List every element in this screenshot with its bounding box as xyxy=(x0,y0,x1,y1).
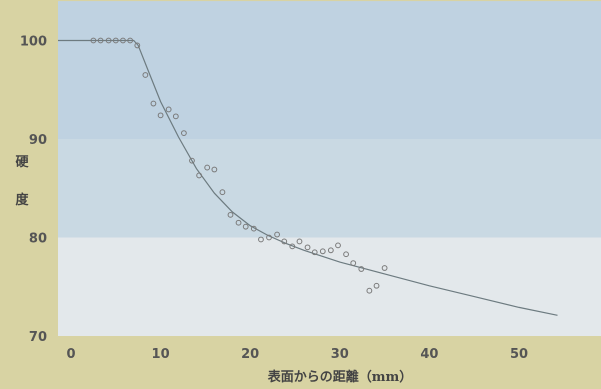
background-bands xyxy=(58,1,601,336)
x-tick-label: 10 xyxy=(152,347,170,362)
data-point xyxy=(373,282,380,289)
data-point xyxy=(142,72,149,78)
data-point xyxy=(227,211,234,218)
data-point xyxy=(165,106,172,113)
data-point xyxy=(90,37,97,44)
data-point xyxy=(250,225,257,232)
data-point xyxy=(204,164,211,171)
data-point xyxy=(120,37,126,44)
data-point xyxy=(319,248,326,255)
data-point xyxy=(157,112,164,119)
data-point xyxy=(196,172,203,179)
data-point xyxy=(112,37,119,44)
data-point xyxy=(219,189,226,196)
y-axis-label: 硬 度 xyxy=(15,155,29,208)
data-point xyxy=(150,100,157,107)
x-tick-label: 30 xyxy=(331,347,349,362)
x-tick-labels: 0 10 20 30 40 50 xyxy=(66,347,528,362)
data-point xyxy=(134,42,141,49)
x-axis-label: 表面からの距離（mm） xyxy=(267,369,413,385)
data-point xyxy=(274,231,280,238)
y-tick-labels: 70 80 90 100 xyxy=(20,35,47,346)
y-axis-label-char: 度 xyxy=(15,192,29,208)
data-point xyxy=(304,244,311,251)
data-point xyxy=(350,260,357,267)
data-point xyxy=(258,236,264,243)
x-tick-label: 50 xyxy=(510,347,528,362)
data-point xyxy=(242,223,249,230)
data-point xyxy=(211,166,218,173)
x-tick-label: 20 xyxy=(241,347,259,362)
x-tick-label: 40 xyxy=(420,347,438,362)
data-point xyxy=(296,238,303,245)
data-point xyxy=(266,234,272,241)
data-point xyxy=(189,157,195,164)
y-tick-label: 80 xyxy=(29,232,47,247)
y-tick-label: 100 xyxy=(20,35,47,50)
data-point xyxy=(343,251,349,258)
data-point xyxy=(180,130,187,136)
data-point xyxy=(327,247,334,254)
data-point xyxy=(358,266,365,272)
data-point xyxy=(335,242,341,249)
data-point xyxy=(105,37,112,44)
band-0 xyxy=(58,237,601,336)
y-tick-label: 90 xyxy=(29,133,47,148)
data-point xyxy=(281,238,288,245)
x-tick-label: 0 xyxy=(66,347,75,362)
band-1 xyxy=(58,139,601,238)
data-point xyxy=(127,37,134,44)
y-axis-label-char: 硬 xyxy=(15,155,29,170)
fit-curve xyxy=(58,39,558,316)
data-point xyxy=(235,219,242,226)
data-point xyxy=(97,37,104,44)
data-point xyxy=(172,113,179,120)
data-point xyxy=(381,265,388,271)
band-2 xyxy=(58,1,601,139)
y-tick-label: 70 xyxy=(29,330,47,345)
data-point xyxy=(289,243,296,250)
data-points xyxy=(90,37,388,294)
data-point xyxy=(366,287,373,294)
data-point xyxy=(311,249,318,256)
